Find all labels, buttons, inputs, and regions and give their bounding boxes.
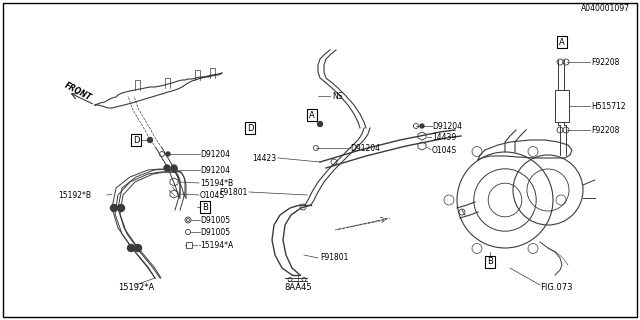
Text: D91204: D91204 <box>200 165 230 174</box>
Text: F92208: F92208 <box>591 125 620 134</box>
Circle shape <box>134 244 141 252</box>
Text: A: A <box>309 110 315 119</box>
Text: H515712: H515712 <box>591 101 626 110</box>
Circle shape <box>317 122 323 126</box>
Text: D91005: D91005 <box>200 228 230 236</box>
Circle shape <box>171 165 177 171</box>
Text: 15192*B: 15192*B <box>58 190 91 199</box>
Text: 14439: 14439 <box>432 132 456 141</box>
Text: 15194*B: 15194*B <box>200 179 233 188</box>
Bar <box>555 90 569 122</box>
Text: FIG.073: FIG.073 <box>540 284 573 292</box>
Text: O104S: O104S <box>432 146 457 155</box>
Circle shape <box>164 165 170 171</box>
Text: D: D <box>247 124 253 132</box>
Text: A040001097: A040001097 <box>581 4 630 12</box>
Text: F91801: F91801 <box>220 188 248 196</box>
Text: NS: NS <box>332 92 342 100</box>
Circle shape <box>166 152 170 156</box>
Bar <box>186 242 192 248</box>
Text: D: D <box>132 135 140 145</box>
Circle shape <box>420 124 424 128</box>
Text: D91204: D91204 <box>350 143 380 153</box>
Text: D91204: D91204 <box>200 149 230 158</box>
Circle shape <box>118 204 125 212</box>
Text: 15192*A: 15192*A <box>118 284 154 292</box>
Text: B: B <box>202 203 208 212</box>
Text: O104S: O104S <box>200 190 225 199</box>
Text: 14423: 14423 <box>252 154 276 163</box>
Text: 15194*A: 15194*A <box>200 241 233 250</box>
Text: F92208: F92208 <box>591 58 620 67</box>
Text: A: A <box>559 37 565 46</box>
Text: FRONT: FRONT <box>63 80 93 102</box>
Circle shape <box>127 244 134 252</box>
Text: 8AA45: 8AA45 <box>284 284 312 292</box>
Text: D91005: D91005 <box>200 215 230 225</box>
Text: F91801: F91801 <box>320 253 348 262</box>
Text: D91204: D91204 <box>432 122 462 131</box>
Text: B: B <box>487 258 493 267</box>
Circle shape <box>111 204 118 212</box>
Circle shape <box>147 138 152 142</box>
